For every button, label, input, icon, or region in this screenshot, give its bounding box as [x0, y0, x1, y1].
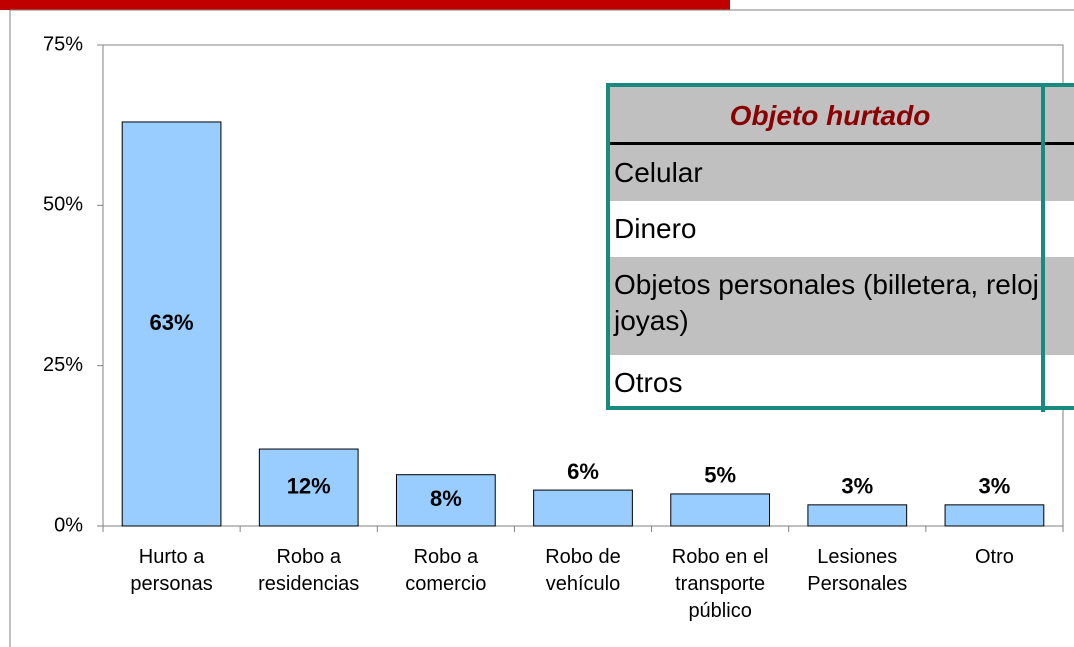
bar [807, 504, 908, 527]
y-tick-label: 0% [54, 514, 83, 536]
table-line [1041, 83, 1045, 412]
value-label: 63% [150, 310, 194, 335]
table-cell: Objetos personales (billetera, reloj, jo… [610, 257, 1074, 355]
bar [395, 474, 496, 527]
y-tick-label: 25% [43, 354, 83, 376]
y-tick-label: 75% [43, 33, 83, 55]
table: Objeto hurtado Celular Dinero Objetos perso… [606, 83, 1074, 410]
value-label: 6% [567, 459, 599, 484]
x-tick-label: Robo de vehículo [545, 546, 621, 595]
y-tick-label: 50% [43, 194, 83, 216]
x-tick-label: Otro [974, 546, 1014, 568]
x-tick-label: Robo a comercio [405, 546, 487, 595]
bar [258, 448, 359, 527]
value-label: 12% [287, 473, 331, 498]
top-band [0, 0, 730, 10]
bar [944, 504, 1045, 527]
bar [533, 489, 633, 527]
table-header: Objeto hurtado [610, 87, 1074, 145]
table-cell: Dinero [610, 201, 1074, 257]
bar [670, 493, 771, 527]
value-label: 8% [430, 486, 462, 511]
value-label: 3% [979, 474, 1011, 499]
bar [121, 121, 222, 527]
value-label: 5% [704, 463, 736, 488]
x-tick-label: Hurto a personas [130, 546, 213, 595]
table-cell: Otros [610, 355, 1074, 406]
x-tick-label: Robo a residencias [258, 546, 360, 595]
x-tick-label: Lesiones Personales [807, 546, 908, 595]
value-label: 3% [841, 474, 873, 499]
x-tick-label: Robo en el transporte público [671, 546, 769, 622]
table-cell: Celular [610, 145, 1074, 201]
